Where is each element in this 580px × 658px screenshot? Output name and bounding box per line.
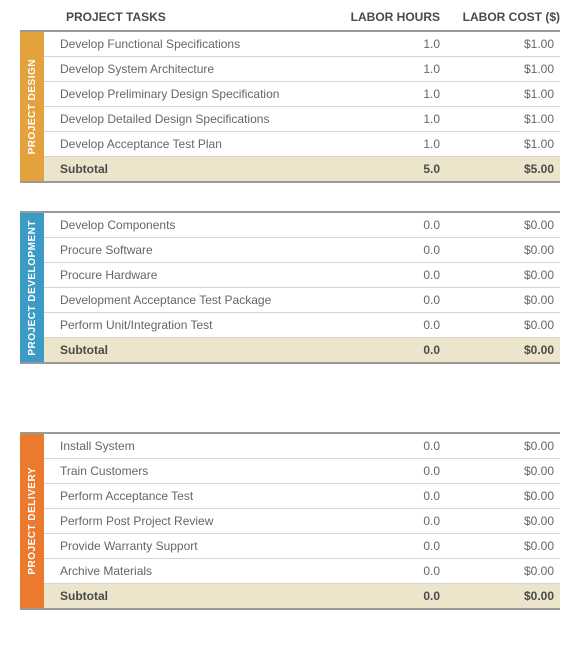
subtotal-cost: $5.00 — [450, 162, 560, 176]
task-hours: 0.0 — [340, 439, 450, 453]
task-hours: 1.0 — [340, 87, 450, 101]
subtotal-row: Subtotal5.0$5.00 — [44, 157, 560, 181]
task-name: Procure Software — [44, 243, 340, 257]
task-cost: $0.00 — [450, 564, 560, 578]
table-row: Train Customers0.0$0.00 — [44, 459, 560, 484]
task-hours: 1.0 — [340, 112, 450, 126]
section-tab: PROJECT DEVELOPMENT — [20, 213, 44, 362]
task-name: Perform Post Project Review — [44, 514, 340, 528]
table-row: Development Acceptance Test Package0.0$0… — [44, 288, 560, 313]
task-hours: 0.0 — [340, 218, 450, 232]
task-hours: 0.0 — [340, 293, 450, 307]
task-hours: 0.0 — [340, 514, 450, 528]
table-row: Develop Acceptance Test Plan1.0$1.00 — [44, 132, 560, 157]
task-hours: 1.0 — [340, 62, 450, 76]
task-name: Procure Hardware — [44, 268, 340, 282]
task-name: Perform Acceptance Test — [44, 489, 340, 503]
task-cost: $1.00 — [450, 112, 560, 126]
table-row: Perform Post Project Review0.0$0.00 — [44, 509, 560, 534]
task-name: Develop Functional Specifications — [44, 37, 340, 51]
task-name: Develop Acceptance Test Plan — [44, 137, 340, 151]
subtotal-cost: $0.00 — [450, 343, 560, 357]
table-row: Perform Unit/Integration Test0.0$0.00 — [44, 313, 560, 338]
task-hours: 0.0 — [340, 464, 450, 478]
section-tab: PROJECT DELIVERY — [20, 434, 44, 608]
task-cost: $0.00 — [450, 464, 560, 478]
task-hours: 0.0 — [340, 268, 450, 282]
task-cost: $1.00 — [450, 137, 560, 151]
table-row: Develop Detailed Design Specifications1.… — [44, 107, 560, 132]
table-row: Archive Materials0.0$0.00 — [44, 559, 560, 584]
subtotal-label: Subtotal — [44, 343, 340, 357]
task-name: Develop Detailed Design Specifications — [44, 112, 340, 126]
task-cost: $0.00 — [450, 268, 560, 282]
task-name: Train Customers — [44, 464, 340, 478]
task-name: Perform Unit/Integration Test — [44, 318, 340, 332]
task-name: Develop Preliminary Design Specification — [44, 87, 340, 101]
section-tab: PROJECT DESIGN — [20, 32, 44, 181]
task-cost: $0.00 — [450, 318, 560, 332]
header-tasks: PROJECT TASKS — [56, 10, 340, 24]
task-name: Provide Warranty Support — [44, 539, 340, 553]
section-title: PROJECT DELIVERY — [27, 467, 38, 575]
header-cost: LABOR COST ($) — [450, 10, 560, 24]
table-row: Develop Functional Specifications1.0$1.0… — [44, 32, 560, 57]
task-cost: $0.00 — [450, 489, 560, 503]
task-hours: 0.0 — [340, 243, 450, 257]
table-row: Procure Hardware0.0$0.00 — [44, 263, 560, 288]
task-hours: 0.0 — [340, 318, 450, 332]
project-section: PROJECT DELIVERYInstall System0.0$0.00Tr… — [20, 432, 560, 610]
table-row: Install System0.0$0.00 — [44, 434, 560, 459]
task-cost: $1.00 — [450, 37, 560, 51]
table-row: Provide Warranty Support0.0$0.00 — [44, 534, 560, 559]
task-cost: $0.00 — [450, 439, 560, 453]
section-title: PROJECT DESIGN — [27, 59, 38, 154]
subtotal-cost: $0.00 — [450, 589, 560, 603]
header-hours: LABOR HOURS — [340, 10, 450, 24]
project-section: PROJECT DESIGN Develop Functional Specifi… — [20, 30, 560, 183]
subtotal-hours: 0.0 — [340, 343, 450, 357]
task-hours: 0.0 — [340, 489, 450, 503]
subtotal-row: Subtotal0.0$0.00 — [44, 338, 560, 362]
task-cost: $0.00 — [450, 218, 560, 232]
project-section: PROJECT DEVELOPMENTDevelop Components0.0… — [20, 211, 560, 364]
task-cost: $0.00 — [450, 514, 560, 528]
table-row: Develop System Architecture1.0$1.00 — [44, 57, 560, 82]
task-name: Develop Components — [44, 218, 340, 232]
section-title: PROJECT DEVELOPMENT — [27, 220, 38, 356]
subtotal-hours: 0.0 — [340, 589, 450, 603]
subtotal-label: Subtotal — [44, 589, 340, 603]
task-name: Archive Materials — [44, 564, 340, 578]
task-hours: 0.0 — [340, 564, 450, 578]
column-headers: PROJECT TASKS LABOR HOURS LABOR COST ($) — [20, 10, 560, 30]
task-hours: 0.0 — [340, 539, 450, 553]
task-cost: $1.00 — [450, 62, 560, 76]
table-row: Develop Preliminary Design Specification… — [44, 82, 560, 107]
subtotal-row: Subtotal0.0$0.00 — [44, 584, 560, 608]
subtotal-hours: 5.0 — [340, 162, 450, 176]
table-row: Perform Acceptance Test0.0$0.00 — [44, 484, 560, 509]
task-name: Develop System Architecture — [44, 62, 340, 76]
task-cost: $0.00 — [450, 293, 560, 307]
subtotal-label: Subtotal — [44, 162, 340, 176]
task-hours: 1.0 — [340, 37, 450, 51]
table-row: Develop Components0.0$0.00 — [44, 213, 560, 238]
task-cost: $1.00 — [450, 87, 560, 101]
task-hours: 1.0 — [340, 137, 450, 151]
task-name: Install System — [44, 439, 340, 453]
table-row: Procure Software0.0$0.00 — [44, 238, 560, 263]
task-name: Development Acceptance Test Package — [44, 293, 340, 307]
task-cost: $0.00 — [450, 243, 560, 257]
task-cost: $0.00 — [450, 539, 560, 553]
